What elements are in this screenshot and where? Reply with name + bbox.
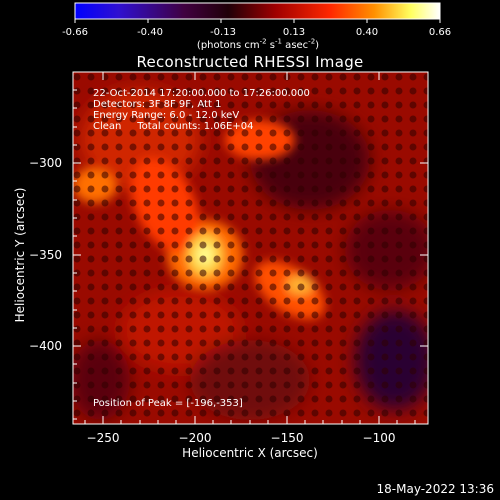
info-clean-counts: Clean Total counts: 1.06E+04 — [93, 121, 254, 132]
info-time-range: 22-Oct-2014 17:20:00.000 to 17:26:00.000 — [93, 88, 310, 99]
colorbar — [74, 2, 441, 23]
colorbar-tick-label: -0.40 — [137, 27, 163, 38]
y-tick-label: −400 — [29, 339, 62, 353]
observation-info: 22-Oct-2014 17:20:00.000 to 17:26:00.000… — [93, 88, 310, 132]
info-detectors: Detectors: 3F 8F 9F, Att 1 — [93, 99, 222, 110]
colorbar-ticks — [74, 19, 441, 23]
x-axis-label: Heliocentric X (arcsec) — [182, 446, 318, 460]
x-tick-label: −200 — [178, 431, 212, 445]
colorbar-units: (photons cm-2 s-1 asec-2) — [196, 37, 320, 51]
colorbar-tick-label: 0.40 — [355, 27, 379, 38]
colorbar-gradient — [74, 2, 441, 20]
axis-ticks — [73, 72, 428, 424]
heatmap-image — [73, 72, 428, 424]
colorbar-tick-label: -0.13 — [210, 27, 236, 38]
colorbar-tick-label: 0.66 — [428, 27, 452, 38]
x-tick-label: −150 — [270, 431, 304, 445]
peak-position-label: Position of Peak = [-196,-353] — [93, 398, 243, 409]
y-tick-label: −300 — [29, 156, 62, 170]
colorbar-tick-label: 0.13 — [282, 27, 306, 38]
y-axis-label: Heliocentric Y (arcsec) — [13, 187, 27, 323]
x-tick-label: −100 — [362, 431, 396, 445]
y-tick-label: −350 — [29, 248, 62, 262]
colorbar-tick-label: -0.66 — [62, 27, 88, 38]
timestamp: 18-May-2022 13:36 — [376, 482, 494, 496]
info-energy-range: Energy Range: 6.0 - 12.0 keV — [93, 110, 240, 121]
x-tick-label: −250 — [86, 431, 120, 445]
axis-minor-ticks — [73, 89, 416, 424]
chart-title: Reconstructed RHESSI Image — [136, 53, 364, 71]
